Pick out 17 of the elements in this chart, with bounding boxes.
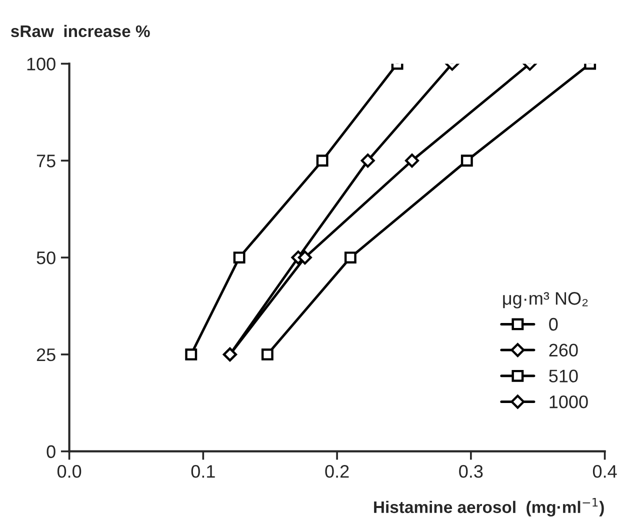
- x-tick-label: 0.2: [325, 465, 349, 478]
- legend-title: μg·m³ NO₂: [503, 292, 588, 308]
- y-axis-title: sRaw increase %: [10, 24, 150, 38]
- y-tick-label: 75: [36, 154, 56, 168]
- x-tick-label: 0.3: [459, 465, 483, 478]
- legend-label: 510: [549, 370, 578, 382]
- x-axis-title: Histamine aerosol (mg·ml$^{−1}$): [374, 498, 604, 516]
- x-tick-label: 0.4: [592, 465, 617, 478]
- y-tick-label: 100: [27, 58, 56, 70]
- x-tick-label: 0.0: [57, 465, 82, 478]
- y-tick-label: 0: [46, 445, 56, 458]
- y-tick-label: 25: [36, 348, 56, 362]
- legend-label: 0: [549, 318, 558, 331]
- x-tick-label: 0.1: [191, 465, 215, 478]
- legend-label: 1000: [550, 395, 588, 408]
- y-tick-label: 50: [36, 251, 56, 264]
- legend-label: 260: [549, 344, 578, 357]
